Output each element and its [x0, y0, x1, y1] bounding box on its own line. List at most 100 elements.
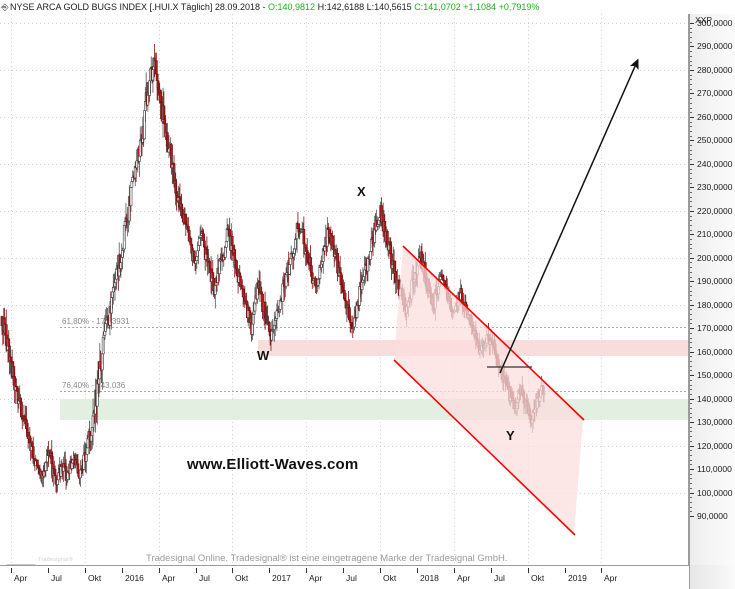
price-minor-tick — [690, 450, 692, 452]
price-minor-tick — [690, 126, 692, 128]
price-minor-tick — [690, 365, 692, 367]
price-minor-tick — [690, 201, 692, 203]
price-minor-tick — [690, 149, 692, 151]
price-minor-tick — [690, 74, 692, 76]
price-tick-label: 120,0000 — [697, 440, 733, 451]
price-axis-unit: XXP — [695, 15, 713, 25]
price-minor-tick — [690, 177, 692, 179]
price-tick — [690, 351, 694, 353]
horizontal-gridline — [0, 257, 688, 259]
price-tick-label: 290,0000 — [697, 41, 733, 52]
price-minor-tick — [690, 248, 692, 250]
time-tick-label: Jul — [51, 573, 62, 583]
price-minor-tick — [690, 314, 692, 316]
fib-764-line — [60, 391, 688, 393]
price-minor-tick — [690, 309, 692, 311]
price-minor-tick — [690, 271, 692, 273]
price-tick-label: 200,0000 — [697, 252, 733, 263]
price-minor-tick — [690, 440, 692, 442]
price-minor-tick — [690, 318, 692, 320]
price-minor-tick — [690, 431, 692, 433]
price-minor-tick — [690, 323, 692, 325]
price-minor-tick — [690, 337, 692, 339]
price-minor-tick — [690, 300, 692, 302]
price-minor-tick — [690, 426, 692, 428]
price-tick — [690, 328, 694, 330]
price-tick — [690, 69, 694, 71]
price-tick — [690, 375, 694, 377]
time-tick — [306, 568, 307, 573]
price-minor-tick — [690, 98, 692, 100]
price-minor-tick — [690, 483, 692, 485]
time-tick-label: Jul — [494, 573, 505, 583]
price-tick — [690, 422, 694, 424]
price-tick-label: 280,0000 — [697, 64, 733, 75]
price-tick-label: 110,0000 — [697, 464, 732, 475]
quote-change-percent: +0,7919% — [498, 2, 540, 12]
time-axis[interactable]: Apr Jul Okt 2016 Apr Jul Okt 2017 Apr Jul Okt 2018 A… — [0, 565, 689, 589]
time-tick — [454, 568, 455, 573]
price-minor-tick — [690, 403, 692, 405]
chart-plot-area[interactable]: 61,80% - 170,3931 76,40% - 143,036 X W Y… — [0, 14, 689, 565]
time-tick — [232, 568, 233, 573]
time-tick — [85, 568, 86, 573]
time-tick-label: Okt — [88, 573, 102, 583]
instrument-title[interactable]: NYSE ARCA GOLD BUGS INDEX [.HUI.X Täglic… — [10, 2, 213, 12]
price-tick-label: 240,0000 — [697, 158, 733, 169]
price-minor-tick — [690, 215, 692, 217]
price-tick — [690, 23, 694, 24]
price-minor-tick — [690, 206, 692, 208]
price-tick-label: 190,0000 — [697, 276, 733, 287]
price-minor-tick — [690, 196, 692, 198]
price-minor-tick — [690, 154, 692, 156]
price-tick — [690, 140, 694, 142]
vertical-gridline — [232, 14, 233, 565]
price-tick-label: 180,0000 — [697, 299, 733, 310]
time-tick — [269, 568, 270, 573]
price-minor-tick — [690, 501, 692, 503]
time-tick — [601, 568, 602, 573]
price-minor-tick — [690, 145, 692, 147]
time-tick-label: Apr — [14, 573, 28, 583]
price-axis[interactable]: XXP 300,0000 290,0000 280,0000 270,0000 260,… — [689, 14, 735, 565]
price-minor-tick — [690, 285, 692, 287]
price-minor-tick — [690, 159, 692, 161]
copyright-notice: Tradesignal Online. Tradesignal® ist ein… — [146, 552, 508, 565]
horizontal-gridline — [0, 210, 688, 212]
price-minor-tick — [690, 238, 692, 240]
horizontal-gridline — [0, 23, 688, 24]
quote-open: O:140,9812 — [268, 2, 316, 12]
price-tick-label: 220,0000 — [697, 205, 733, 216]
price-minor-tick — [690, 102, 692, 104]
price-minor-tick — [690, 459, 692, 461]
price-minor-tick — [690, 192, 692, 194]
price-minor-tick — [690, 84, 692, 86]
vertical-gridline — [85, 14, 86, 565]
quote-close: C:141,0702 — [414, 2, 461, 12]
price-minor-tick — [690, 393, 692, 395]
time-tick-label: Okt — [383, 573, 397, 583]
horizontal-gridline — [0, 445, 688, 447]
time-tick-label: Apr — [309, 573, 323, 583]
time-tick-label: Okt — [531, 573, 545, 583]
price-minor-tick — [690, 88, 692, 90]
price-minor-tick — [690, 173, 692, 175]
quote-date: 28.09.2018 — [214, 2, 260, 12]
price-tick — [690, 445, 694, 447]
price-minor-tick — [690, 135, 692, 137]
time-tick-label: 2017 — [272, 573, 291, 583]
price-tick-label: 90,0000 — [697, 511, 728, 521]
price-minor-tick — [690, 276, 692, 278]
price-minor-tick — [690, 342, 692, 344]
price-minor-tick — [690, 408, 692, 409]
axis-corner — [689, 565, 735, 589]
price-minor-tick — [690, 51, 692, 53]
time-tick-label: 2016 — [125, 573, 144, 583]
price-tick — [690, 210, 694, 212]
price-tick — [690, 398, 694, 400]
price-minor-tick — [690, 79, 692, 81]
horizontal-gridline — [0, 163, 688, 165]
wave-label-w: W — [257, 348, 270, 364]
time-tick — [196, 568, 197, 573]
horizontal-gridline — [0, 116, 688, 118]
